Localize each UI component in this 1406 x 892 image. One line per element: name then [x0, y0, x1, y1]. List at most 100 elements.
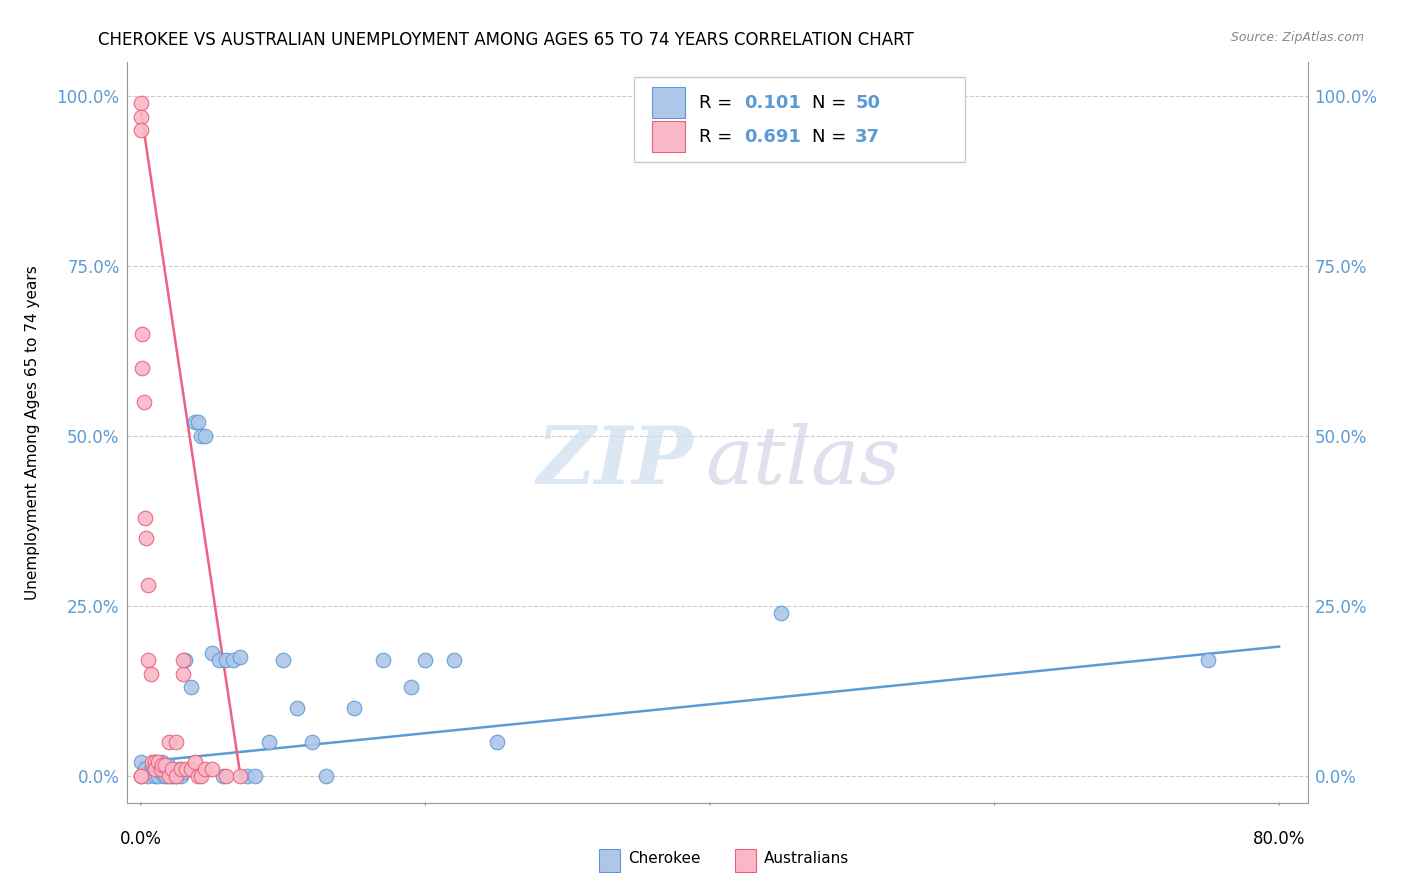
Point: [149, 762, 172, 776]
Text: N =: N =: [811, 94, 852, 112]
Point: [156, 758, 179, 772]
Point: [131, 361, 153, 376]
Point: [155, 769, 177, 783]
Text: Cherokee: Cherokee: [628, 851, 702, 866]
Point: [172, 765, 194, 780]
Point: [222, 653, 245, 667]
Text: R =: R =: [699, 94, 738, 112]
Point: [169, 769, 191, 783]
Point: [212, 769, 235, 783]
Point: [146, 769, 169, 783]
Point: [136, 578, 159, 592]
Point: [180, 762, 202, 776]
Point: [485, 734, 508, 748]
Point: [343, 700, 366, 714]
Point: [187, 769, 209, 783]
Point: [208, 653, 231, 667]
Point: [136, 769, 159, 783]
Point: [173, 653, 195, 667]
Point: [131, 327, 153, 342]
Text: 0.101: 0.101: [744, 94, 801, 112]
Point: [271, 653, 294, 667]
Point: [141, 755, 163, 769]
Point: [194, 429, 217, 443]
Point: [157, 734, 180, 748]
Text: CHEROKEE VS AUSTRALIAN UNEMPLOYMENT AMONG AGES 65 TO 74 YEARS CORRELATION CHART: CHEROKEE VS AUSTRALIAN UNEMPLOYMENT AMON…: [98, 31, 914, 49]
Point: [153, 762, 176, 776]
Text: Source: ZipAtlas.com: Source: ZipAtlas.com: [1230, 31, 1364, 45]
Text: 37: 37: [855, 128, 880, 146]
Point: [190, 429, 212, 443]
Point: [770, 606, 793, 620]
Text: Australians: Australians: [765, 851, 849, 866]
Point: [165, 734, 187, 748]
Point: [142, 758, 165, 772]
Point: [129, 769, 152, 783]
Y-axis label: Unemployment Among Ages 65 to 74 years: Unemployment Among Ages 65 to 74 years: [25, 265, 39, 600]
Point: [285, 700, 308, 714]
Point: [134, 510, 156, 524]
Point: [187, 416, 209, 430]
Point: [243, 769, 266, 783]
Text: 80.0%: 80.0%: [1253, 830, 1305, 848]
Point: [215, 769, 238, 783]
FancyBboxPatch shape: [735, 849, 756, 871]
Point: [443, 653, 465, 667]
Point: [139, 666, 162, 681]
Text: atlas: atlas: [706, 424, 901, 501]
Point: [371, 653, 394, 667]
Point: [194, 762, 217, 776]
Point: [257, 734, 280, 748]
Point: [160, 762, 183, 776]
Point: [132, 395, 155, 409]
Point: [129, 755, 152, 769]
Point: [301, 734, 323, 748]
Point: [169, 762, 191, 776]
Point: [160, 769, 183, 783]
Point: [201, 762, 224, 776]
Point: [149, 765, 172, 780]
Point: [159, 769, 181, 783]
Text: 50: 50: [855, 94, 880, 112]
Point: [180, 681, 202, 695]
Text: N =: N =: [811, 128, 852, 146]
Point: [229, 769, 252, 783]
Text: 0.0%: 0.0%: [120, 830, 162, 848]
Point: [153, 758, 176, 772]
Text: R =: R =: [699, 128, 738, 146]
Point: [176, 762, 198, 776]
Point: [139, 762, 162, 776]
Point: [141, 765, 163, 780]
Point: [399, 681, 422, 695]
Point: [236, 769, 259, 783]
Point: [172, 666, 194, 681]
Point: [315, 769, 337, 783]
Point: [1197, 653, 1219, 667]
Point: [229, 649, 252, 664]
Point: [165, 769, 187, 783]
Point: [157, 762, 180, 776]
Point: [135, 531, 157, 545]
Point: [129, 110, 152, 124]
Point: [165, 769, 187, 783]
Point: [148, 762, 170, 776]
Point: [143, 755, 166, 769]
Point: [136, 653, 159, 667]
Point: [134, 762, 156, 776]
Point: [415, 653, 437, 667]
Point: [172, 653, 194, 667]
Point: [143, 762, 166, 776]
Point: [143, 755, 166, 769]
FancyBboxPatch shape: [634, 78, 965, 162]
Point: [150, 758, 173, 772]
Text: ZIP: ZIP: [537, 424, 693, 501]
FancyBboxPatch shape: [652, 121, 685, 153]
Point: [129, 123, 152, 137]
FancyBboxPatch shape: [652, 87, 685, 119]
Point: [129, 769, 152, 783]
Point: [184, 755, 207, 769]
Point: [190, 769, 212, 783]
Point: [157, 769, 180, 783]
Point: [143, 769, 166, 783]
Point: [215, 653, 238, 667]
